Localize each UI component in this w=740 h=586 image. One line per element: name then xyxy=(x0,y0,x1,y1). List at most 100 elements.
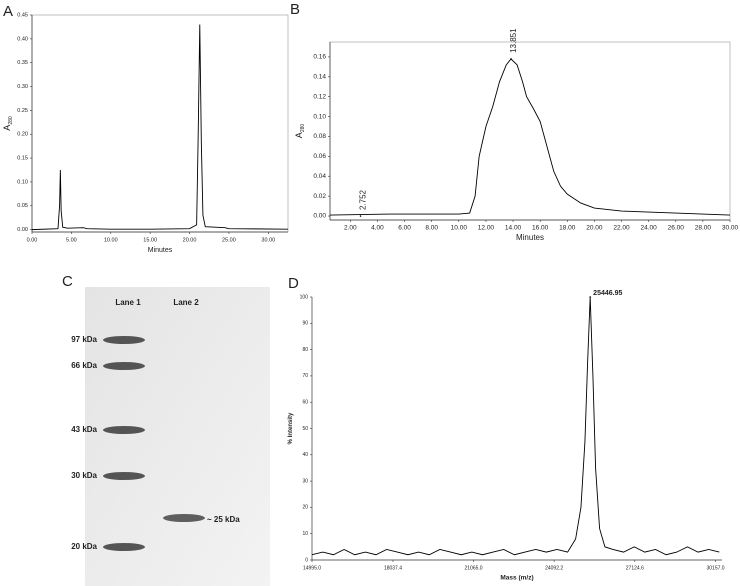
y-tick-label: 0 xyxy=(305,557,308,563)
x-tick-label: 25.00 xyxy=(222,237,236,243)
lane-label: Lane 1 xyxy=(115,298,141,307)
marker-label: 30 kDa xyxy=(71,471,97,480)
data-line xyxy=(311,296,720,556)
y-tick-label: 0.04 xyxy=(313,173,326,180)
x-tick-label: 24092.2 xyxy=(545,565,563,571)
marker-label: 43 kDa xyxy=(71,425,97,434)
x-tick-label: 15.00 xyxy=(143,237,157,243)
lane-label: Lane 2 xyxy=(173,298,199,307)
data-line xyxy=(31,24,289,231)
x-axis-label: Minutes xyxy=(516,233,544,242)
panel-label: D xyxy=(288,275,299,292)
x-tick-label: 30157.0 xyxy=(706,565,724,571)
x-tick-label: 10.00 xyxy=(451,225,468,232)
annotation-point xyxy=(589,296,591,298)
annotation-point xyxy=(359,215,362,217)
y-tick-label: 0.00 xyxy=(17,227,28,233)
y-axis-label: A280 xyxy=(2,116,14,131)
x-tick-label: 14.00 xyxy=(505,225,522,232)
x-tick-label: 20.00 xyxy=(586,225,603,232)
y-tick-label: 0.08 xyxy=(313,133,326,140)
data-line xyxy=(329,58,731,216)
x-tick-label: 6.00 xyxy=(398,225,411,232)
x-tick-label: 24.00 xyxy=(641,225,658,232)
panel-label: C xyxy=(62,273,73,290)
y-tick-label: 0.25 xyxy=(17,108,28,114)
y-tick-label: 30 xyxy=(302,478,308,484)
x-tick-label: 12.00 xyxy=(478,225,495,232)
marker-band xyxy=(103,362,145,370)
y-axis-label: A280 xyxy=(294,124,306,139)
x-tick-label: 8.00 xyxy=(425,225,438,232)
y-axis-label: % Intensity xyxy=(288,412,294,444)
y-tick-label: 50 xyxy=(302,426,308,432)
y-tick-label: 0.20 xyxy=(17,132,28,138)
x-tick-label: 5.00 xyxy=(66,237,77,243)
x-tick-label: 27124.6 xyxy=(626,565,644,571)
y-tick-label: 10 xyxy=(302,531,308,537)
y-tick-label: 0.40 xyxy=(17,36,28,42)
protein-band xyxy=(163,514,205,522)
x-tick-label: 2.00 xyxy=(344,225,357,232)
gel-background xyxy=(85,287,270,586)
y-tick-label: 0.00 xyxy=(313,213,326,220)
y-tick-label: 0.30 xyxy=(17,84,28,90)
y-tick-label: 0.12 xyxy=(313,93,326,100)
x-tick-label: 18037.4 xyxy=(384,565,402,571)
x-tick-label: 4.00 xyxy=(371,225,384,232)
y-tick-label: 0.45 xyxy=(17,12,28,18)
annotation-point xyxy=(510,58,512,60)
y-tick-label: 0.35 xyxy=(17,60,28,66)
x-tick-label: 26.00 xyxy=(668,225,685,232)
x-tick-label: 16.00 xyxy=(532,225,549,232)
y-tick-label: 0.16 xyxy=(313,54,326,61)
band-label: ~ 25 kDa xyxy=(207,515,240,524)
y-tick-label: 40 xyxy=(302,452,308,458)
x-tick-label: 22.00 xyxy=(613,225,630,232)
y-tick-label: 60 xyxy=(302,400,308,406)
y-axis-label-main: % Intensity xyxy=(288,412,294,444)
y-tick-label: 100 xyxy=(300,294,309,300)
marker-label: 97 kDa xyxy=(71,335,97,344)
y-axis-label-sub: 280 xyxy=(300,124,306,133)
y-tick-label: 20 xyxy=(302,505,308,511)
marker-band xyxy=(103,336,145,344)
y-tick-label: 70 xyxy=(302,373,308,379)
y-tick-label: 0.10 xyxy=(17,179,28,185)
x-axis-label: Minutes xyxy=(148,247,173,254)
marker-band xyxy=(103,472,145,480)
y-tick-label: 0.06 xyxy=(313,153,326,160)
y-axis-label-main: A xyxy=(294,132,304,138)
panel-label: B xyxy=(290,1,300,18)
x-tick-label: 0.00 xyxy=(27,237,38,243)
x-tick-label: 30.00 xyxy=(261,237,275,243)
x-tick-label: 20.00 xyxy=(183,237,197,243)
x-tick-label: 28.00 xyxy=(695,225,712,232)
x-tick-label: 10.00 xyxy=(104,237,118,243)
marker-label: 20 kDa xyxy=(71,542,97,551)
x-tick-label: 21065.0 xyxy=(465,565,483,571)
panel-label: A xyxy=(3,3,13,20)
x-axis-label: Mass (m/z) xyxy=(500,575,533,582)
y-tick-label: 80 xyxy=(302,347,308,353)
annotation-label: 13.851 xyxy=(509,28,518,53)
x-tick-label: 14995.0 xyxy=(303,565,321,571)
y-tick-label: 0.14 xyxy=(313,74,326,81)
annotation-label: 2.752 xyxy=(359,189,368,210)
x-tick-label: 18.00 xyxy=(559,225,576,232)
x-tick-label: 30.00 xyxy=(722,225,739,232)
y-axis-label-main: A xyxy=(2,125,12,131)
y-axis-label-sub: 280 xyxy=(8,116,14,125)
annotation-label: 25446.95 xyxy=(593,290,622,297)
y-tick-label: 0.15 xyxy=(17,156,28,162)
plot-frame xyxy=(31,14,289,233)
y-tick-label: 90 xyxy=(302,321,308,327)
marker-band xyxy=(103,426,145,434)
y-tick-label: 0.05 xyxy=(17,203,28,209)
y-tick-label: 0.02 xyxy=(313,193,326,200)
y-tick-label: 0.10 xyxy=(313,113,326,120)
plot-frame xyxy=(329,41,731,221)
marker-label: 66 kDa xyxy=(71,361,97,370)
